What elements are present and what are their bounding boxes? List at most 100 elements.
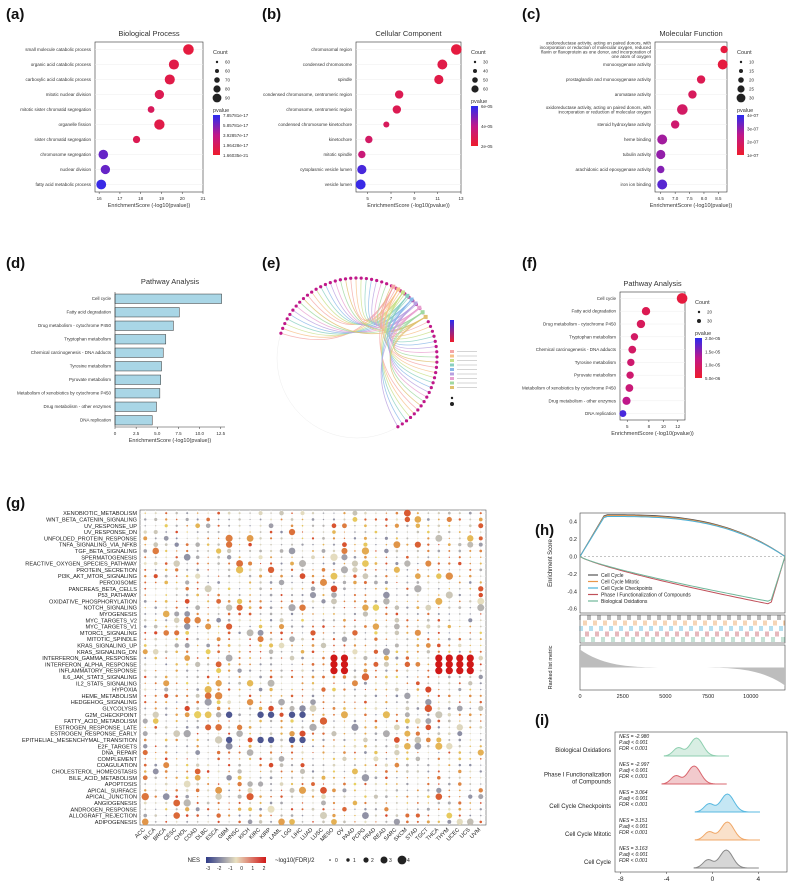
nes-bubble bbox=[288, 528, 296, 536]
nes-bubble bbox=[311, 625, 315, 628]
nes-bubble bbox=[343, 782, 346, 786]
nes-tick-label: 2 bbox=[263, 866, 266, 872]
nes-bubble bbox=[385, 669, 388, 672]
nes-bubble bbox=[144, 556, 147, 559]
nes-bubble bbox=[375, 714, 377, 716]
nes-bubble bbox=[469, 745, 472, 748]
nes-bubble bbox=[270, 695, 272, 697]
nes-bubble bbox=[299, 736, 306, 744]
nes-bubble bbox=[332, 687, 336, 692]
nes-bubble bbox=[343, 720, 346, 722]
nes-bubble bbox=[469, 549, 472, 552]
pathway-node bbox=[420, 310, 425, 315]
nes-bubble bbox=[417, 669, 419, 672]
nes-bubble bbox=[354, 525, 356, 527]
nes-bubble bbox=[144, 581, 147, 584]
plot-title: Pathway Analysis bbox=[141, 277, 200, 286]
nes-bubble bbox=[417, 600, 419, 603]
nes-bubble bbox=[207, 745, 209, 747]
nes-bubble bbox=[364, 789, 367, 792]
nes-bubble bbox=[225, 604, 233, 611]
nes-bubble bbox=[417, 569, 419, 571]
panel-label-c: (c) bbox=[522, 6, 541, 23]
nes-bubble bbox=[361, 673, 370, 681]
ridge-nes-label: NES = 3.163 bbox=[619, 846, 648, 852]
nes-bubble bbox=[228, 758, 230, 760]
nes-bubble bbox=[163, 680, 170, 687]
nes-bubble bbox=[196, 814, 199, 817]
nes-bubble bbox=[227, 612, 231, 616]
nes-bubble bbox=[269, 663, 273, 666]
nes-bubble bbox=[322, 575, 325, 578]
nes-bubble bbox=[342, 542, 347, 548]
nes-bubble bbox=[249, 512, 251, 514]
gene-node bbox=[412, 412, 416, 416]
nes-bubble bbox=[458, 543, 462, 547]
nes-bubble bbox=[375, 543, 377, 546]
nes-bubble bbox=[152, 547, 159, 555]
nes-bubble bbox=[290, 593, 294, 597]
nes-bubble bbox=[154, 820, 157, 823]
nes-bubble bbox=[404, 718, 410, 724]
term-label: vesicle lumen bbox=[325, 182, 353, 187]
nes-bubble bbox=[416, 638, 419, 641]
nes-bubble bbox=[416, 776, 419, 779]
nes-bubble bbox=[469, 726, 472, 729]
nes-bubble bbox=[416, 612, 419, 615]
nes-bubble bbox=[469, 777, 471, 779]
nes-bubble bbox=[417, 714, 419, 716]
nes-bubble bbox=[143, 770, 147, 773]
rank-x-tick-label: 2500 bbox=[617, 694, 629, 700]
pvalue-legend-label: 1.66035e-21 bbox=[223, 153, 249, 158]
nes-bubble bbox=[311, 688, 315, 691]
nes-bubble bbox=[458, 807, 462, 811]
nes-bubble bbox=[480, 764, 482, 766]
nes-bubble bbox=[142, 775, 148, 781]
x-axis-label: EnrichmentScore (-log10(pvalue)) bbox=[367, 203, 450, 209]
nes-bubble bbox=[354, 543, 356, 546]
x-tick-label: 13 bbox=[458, 196, 464, 201]
term-label: Metabolism of xenobiotics by cytochrome … bbox=[522, 386, 617, 391]
nes-bubble bbox=[173, 730, 181, 737]
nes-bubble bbox=[175, 719, 178, 723]
nes-bubble bbox=[322, 663, 325, 666]
term-label: incorporation or reduction of molecular … bbox=[540, 45, 652, 50]
count-legend-label: 60 bbox=[483, 87, 489, 92]
nes-bubble bbox=[205, 623, 212, 630]
nes-bubble bbox=[343, 820, 346, 824]
nes-bubble bbox=[290, 524, 294, 528]
nes-bubble bbox=[393, 724, 400, 731]
nes-bubble bbox=[374, 801, 377, 804]
nes-bubble bbox=[195, 750, 201, 755]
size-legend-title: ~log10(FDR)/2 bbox=[275, 858, 315, 864]
pathway-bar bbox=[114, 401, 157, 412]
nes-bubble bbox=[354, 619, 356, 622]
nes-bubble bbox=[144, 587, 147, 590]
nes-bubble bbox=[480, 613, 482, 615]
nes-bubble bbox=[186, 606, 189, 609]
nes-bubble bbox=[175, 688, 178, 691]
pathway-bar bbox=[114, 307, 180, 318]
nes-bubble bbox=[416, 688, 420, 691]
nes-bubble bbox=[448, 694, 451, 698]
nes-bubble bbox=[290, 719, 294, 723]
nes-bubble bbox=[374, 580, 378, 585]
nes-bubble bbox=[384, 763, 388, 767]
hallmark-bubble-heatmap: XENOBIOTIC_METABOLISMWNT_BETA_CATENIN_SI… bbox=[22, 509, 487, 872]
es-y-tick-label: -0.6 bbox=[568, 607, 577, 613]
nes-bubble bbox=[143, 813, 148, 818]
nes-bubble bbox=[435, 534, 443, 542]
nes-bubble bbox=[353, 574, 357, 578]
nes-bubble bbox=[142, 649, 148, 655]
nes-bubble bbox=[469, 644, 471, 647]
nes-bubble bbox=[333, 644, 335, 647]
nes-bubble bbox=[332, 776, 336, 779]
count-legend-dot bbox=[697, 319, 701, 323]
nes-bubble bbox=[427, 789, 430, 792]
term-label: heme binding bbox=[624, 137, 652, 142]
nes-bubble bbox=[342, 756, 347, 761]
nes-bubble bbox=[175, 764, 178, 767]
ridge-pathway-label: Cell Cycle bbox=[584, 860, 612, 866]
nes-bubble bbox=[301, 802, 304, 804]
